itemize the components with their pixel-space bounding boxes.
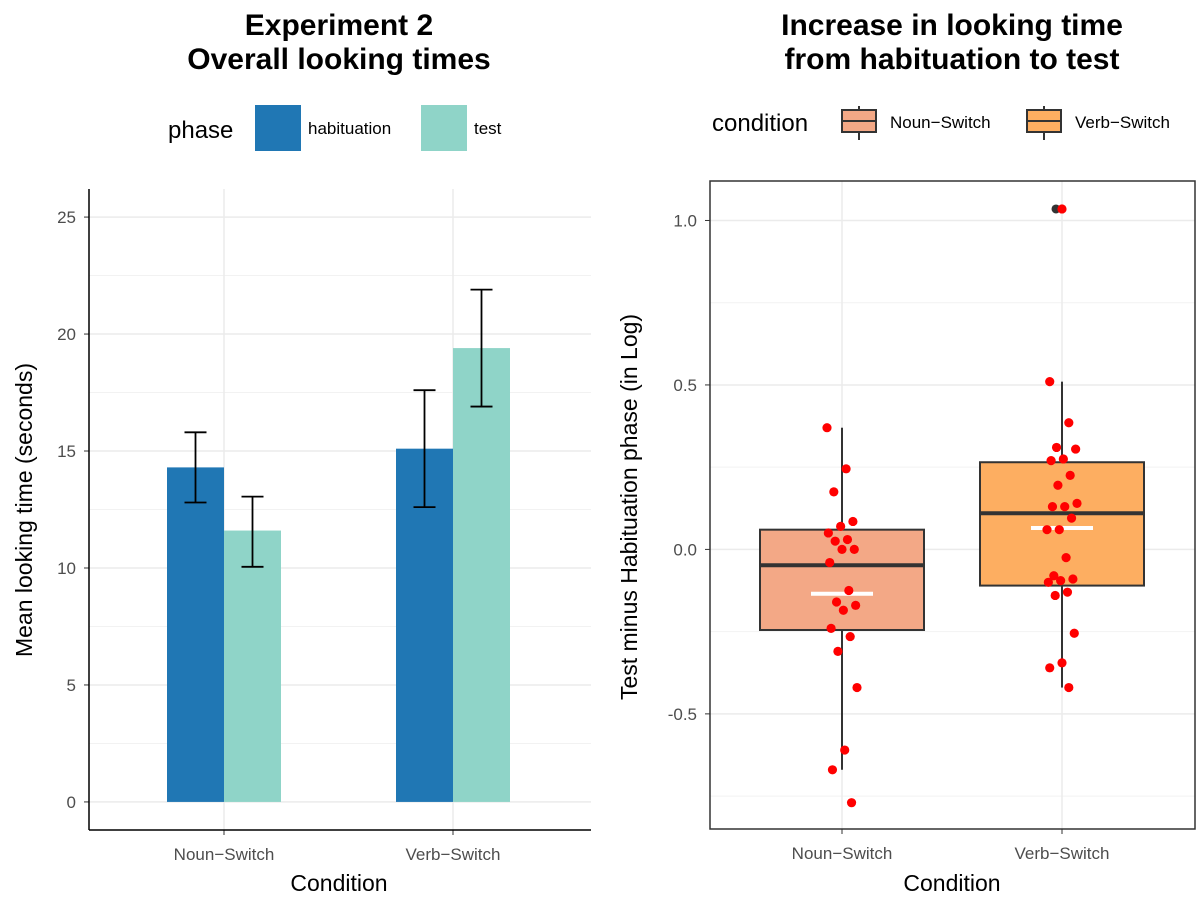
- data-point: [1061, 553, 1071, 563]
- data-point: [1068, 574, 1078, 584]
- left-y-tick-label: 20: [57, 325, 76, 344]
- legend-key-test: [421, 105, 467, 151]
- data-point: [1045, 663, 1055, 673]
- data-point: [825, 557, 835, 568]
- data-point: [844, 585, 854, 596]
- box-0: [759, 528, 925, 631]
- data-point: [841, 464, 851, 474]
- legend-label-0: Noun−Switch: [890, 113, 991, 132]
- data-point: [827, 765, 838, 775]
- left-x-tick-label: Verb−Switch: [406, 845, 501, 864]
- left-plot-panel: 0 5 10 15 20 25 Noun−Switch Verb−Switch: [57, 189, 591, 864]
- left-title-line1: Experiment 2: [245, 9, 433, 42]
- data-point: [1057, 204, 1067, 214]
- data-point: [1071, 444, 1081, 454]
- data-point: [838, 605, 848, 615]
- right-x-axis-label: Condition: [903, 870, 1000, 896]
- legend-label-test: test: [474, 119, 502, 138]
- data-point: [1054, 525, 1064, 535]
- right-y-tick-label: 1.0: [673, 211, 697, 230]
- data-point: [831, 597, 842, 607]
- data-point: [846, 798, 857, 808]
- data-point: [1065, 470, 1075, 480]
- left-x-tick-label: Noun−Switch: [174, 845, 275, 864]
- data-point: [1047, 502, 1058, 512]
- data-point: [1062, 587, 1073, 597]
- left-y-tick-label: 15: [57, 442, 76, 461]
- legend-key-habituation: [255, 105, 301, 151]
- left-y-tick-label: 25: [57, 208, 76, 227]
- data-point: [848, 516, 858, 527]
- data-point: [1057, 658, 1067, 668]
- data-point: [852, 682, 862, 693]
- data-point: [1050, 590, 1060, 601]
- bar-test-0: [224, 530, 281, 802]
- data-point: [1056, 576, 1066, 586]
- right-panel-border: [709, 180, 1196, 830]
- left-x-axis-label: Condition: [290, 870, 387, 896]
- left-legend: habituation test: [255, 105, 502, 151]
- right-title-line2: from habituation to test: [785, 43, 1120, 76]
- right-y-tick-label: -0.5: [668, 705, 697, 724]
- right-plot-panel: -0.5 0.0 0.5 1.0 Noun−Switch Verb−Switch: [668, 180, 1196, 863]
- data-point: [830, 536, 840, 546]
- box-1: [979, 461, 1145, 587]
- left-y-tick-label: 10: [57, 559, 76, 578]
- left-y-tick-label: 0: [67, 793, 76, 812]
- data-point: [836, 521, 846, 531]
- right-title-line1: Increase in looking time: [781, 9, 1123, 42]
- data-point: [849, 544, 859, 555]
- data-point: [1064, 682, 1074, 693]
- data-point: [829, 487, 839, 497]
- left-y-tick-label: 5: [67, 676, 76, 695]
- left-y-axis-label: Mean looking time (seconds): [11, 363, 37, 657]
- data-point: [1064, 418, 1074, 428]
- right-y-tick-label: 0.5: [673, 376, 697, 395]
- data-point: [826, 623, 836, 633]
- data-point: [1043, 577, 1053, 587]
- right-x-tick-label: Verb−Switch: [1015, 844, 1110, 863]
- data-point: [1049, 571, 1059, 581]
- data-point: [840, 745, 850, 755]
- data-point: [822, 423, 832, 433]
- legend-label-habituation: habituation: [308, 119, 391, 138]
- data-point: [1053, 480, 1063, 490]
- data-point: [833, 646, 843, 656]
- data-point: [1051, 442, 1062, 453]
- legend-label-1: Verb−Switch: [1075, 113, 1170, 132]
- right-x-tick-label: Noun−Switch: [792, 844, 893, 863]
- data-point: [837, 544, 847, 555]
- left-legend-title: phase: [168, 117, 233, 144]
- data-point: [1045, 377, 1055, 387]
- data-point: [851, 600, 861, 610]
- bar-habituation-0: [167, 467, 224, 802]
- right-legend-title: condition: [712, 110, 808, 137]
- data-point: [845, 631, 855, 642]
- data-point: [1046, 455, 1056, 466]
- data-point: [1058, 454, 1068, 464]
- data-point: [842, 534, 853, 545]
- data-point: [823, 528, 833, 538]
- right-legend: Noun−Switch Verb−Switch: [841, 106, 1170, 140]
- data-point: [1060, 502, 1070, 512]
- data-point: [1042, 525, 1052, 535]
- data-point: [1072, 498, 1082, 508]
- left-title-line2: Overall looking times: [187, 43, 490, 76]
- data-point: [1069, 628, 1079, 638]
- data-point: [1066, 513, 1077, 523]
- right-y-tick-label: 0.0: [673, 540, 697, 559]
- bar-test-1: [453, 348, 510, 802]
- right-y-axis-label: Test minus Habituation phase (in Log): [616, 314, 642, 700]
